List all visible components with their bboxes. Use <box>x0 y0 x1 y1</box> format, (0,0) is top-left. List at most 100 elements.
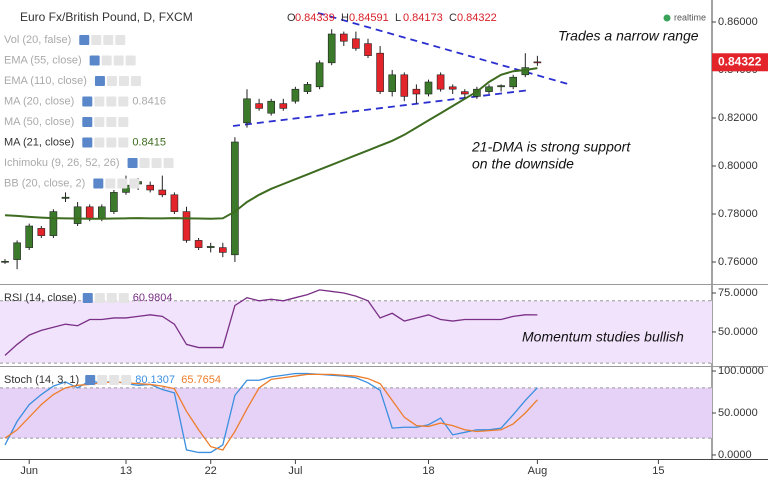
x-tick-label: 15 <box>652 465 664 477</box>
ohlc-letter: L <box>395 12 401 24</box>
x-tick-label: 22 <box>205 465 217 477</box>
price-tag <box>712 53 768 72</box>
y-tick-label: 0.78000 <box>718 208 758 220</box>
indicator-button <box>79 35 90 45</box>
indicator-button <box>94 137 105 148</box>
indicator-button <box>82 137 93 148</box>
ohlc-value: 0.84322 <box>457 12 497 24</box>
panel-name: RSI (14, close) <box>4 292 77 304</box>
candle-body <box>448 86 457 90</box>
chart-title: Euro Fx/British Pound, D, FXCM <box>20 10 193 24</box>
indicator-button <box>94 293 105 303</box>
candle-body <box>315 62 324 88</box>
candle-body <box>158 189 167 196</box>
indicator-button <box>97 375 108 385</box>
y-tick-label: 0.80000 <box>718 160 758 172</box>
indicator-name: MA (20, close) <box>4 95 74 107</box>
candle-body <box>182 211 191 241</box>
last-value: 80.1307 <box>135 374 175 386</box>
candle-body <box>206 246 215 248</box>
x-tick-label: Jul <box>288 465 302 477</box>
candle-body <box>61 196 70 199</box>
indicator-button <box>91 35 102 45</box>
candle-body <box>339 33 348 42</box>
candle-body <box>424 81 433 95</box>
indicator-button <box>106 117 117 127</box>
y-tick-label: 75.0000 <box>718 287 758 299</box>
indicator-button <box>103 35 114 45</box>
candle-body <box>303 84 312 92</box>
indicator-button <box>139 158 150 168</box>
ohlc-value: 0.84173 <box>403 12 443 24</box>
indicator-button <box>127 158 138 168</box>
indicator-button <box>121 375 132 385</box>
annotation: Trades a narrow range <box>558 28 699 44</box>
indicator-button <box>115 35 126 45</box>
indicator-button <box>106 96 117 107</box>
indicator-name: MA (21, close) <box>4 136 74 148</box>
indicator-button <box>106 293 117 303</box>
indicator-button <box>85 375 96 385</box>
ohlc-letter: H <box>341 12 349 24</box>
x-tick-label: 18 <box>422 465 434 477</box>
indicator-button <box>129 178 140 189</box>
indicator-button <box>89 55 100 66</box>
indicator-button <box>117 178 128 189</box>
indicator-value: 0.8416 <box>132 95 166 107</box>
x-tick-label: 13 <box>120 465 132 477</box>
candle-body <box>509 76 518 88</box>
candle-body <box>49 211 58 236</box>
band <box>0 387 712 439</box>
indicator-button <box>118 137 129 148</box>
y-tick-label: 0.0000 <box>718 449 752 461</box>
indicator-button <box>151 158 162 168</box>
indicator-button <box>94 96 105 107</box>
candle-body <box>485 86 493 92</box>
candle-body <box>291 88 300 102</box>
candle-body <box>37 228 46 236</box>
indicator-name: Ichimoku (9, 26, 52, 26) <box>4 157 120 169</box>
candle-body <box>13 242 21 260</box>
indicator-button <box>106 76 117 86</box>
indicator-button <box>82 117 93 127</box>
ohlc-letter: O <box>287 12 296 24</box>
indicator-button <box>113 55 124 66</box>
panel-name: Stoch (14, 3, 1) <box>4 374 79 386</box>
ma-line <box>4 67 538 220</box>
y-tick-label: 100.0000 <box>718 365 764 377</box>
indicator-button <box>94 76 105 86</box>
candle-body <box>364 43 372 56</box>
candle-body <box>267 100 276 114</box>
candle-body <box>388 74 397 92</box>
indicator-button <box>82 293 93 303</box>
last-value: 65.7654 <box>181 374 221 386</box>
indicator-button <box>118 76 129 86</box>
candle-body <box>279 103 288 109</box>
candle-body <box>1 260 9 263</box>
x-tick-label: Jun <box>20 465 38 477</box>
candle-body <box>219 247 227 253</box>
indicator-button <box>118 96 129 107</box>
y-tick-label: 0.86000 <box>718 16 758 28</box>
indicator-name: Vol (20, false) <box>4 34 71 46</box>
candle-body <box>243 98 251 124</box>
realtime-dot <box>663 14 671 22</box>
indicator-value: 0.8415 <box>132 136 166 148</box>
candle-body <box>194 240 203 248</box>
price-tag-label: 0.84322 <box>718 54 762 68</box>
indicator-name: BB (20, close, 2) <box>4 177 85 189</box>
candle-body <box>400 74 409 97</box>
candle-body <box>460 91 469 95</box>
y-tick-label: 50.0000 <box>718 407 758 419</box>
indicator-button <box>101 55 112 66</box>
candle-body <box>98 206 106 220</box>
last-value: 60.9804 <box>133 292 173 304</box>
candle-body <box>412 88 421 95</box>
annotation: 21-DMA is strong support <box>471 139 631 155</box>
y-tick-label: 0.82000 <box>718 112 758 124</box>
candle-body <box>497 85 505 88</box>
candle-body <box>25 225 34 248</box>
indicator-line <box>4 289 538 356</box>
candle-body <box>85 206 94 220</box>
